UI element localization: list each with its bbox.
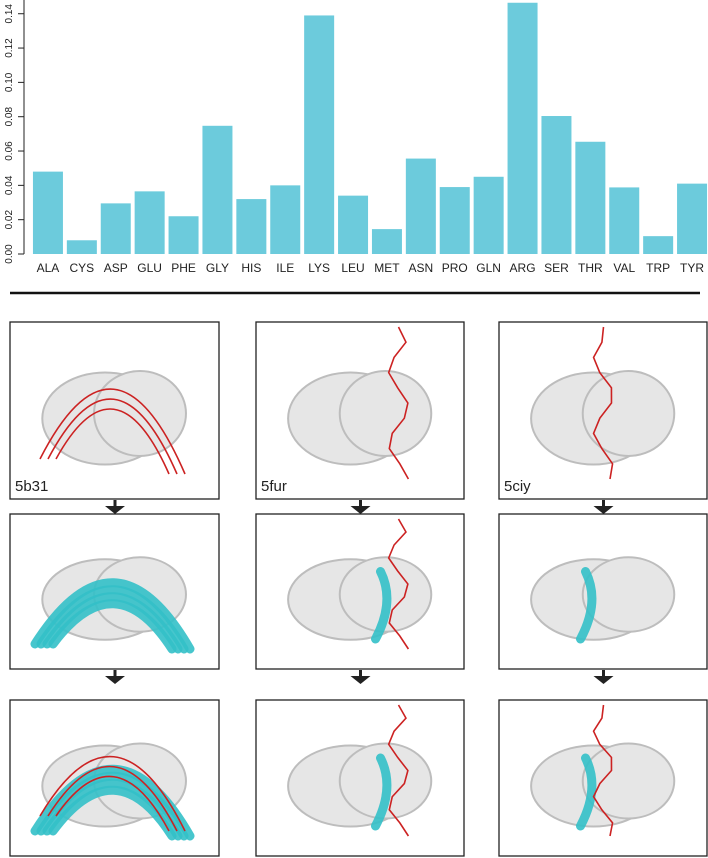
protein-surface [581,742,676,820]
x-tick-label: THR [578,261,603,275]
panel-label: 5fur [261,478,287,495]
structure-panels: 5b31 5fur 5ciy [9,321,708,857]
rna-strand [387,326,410,480]
x-tick-label: MET [374,261,400,275]
y-tick-label: 0.02 [4,210,15,230]
rna-strand [55,775,170,832]
bar [575,141,606,254]
bar [643,236,674,254]
bar [66,240,97,254]
arrow-head [105,506,125,514]
protein-surface [338,370,433,457]
bar [134,191,165,254]
bar [338,195,369,254]
x-tick-label: CYS [70,261,95,275]
bar [473,176,504,254]
y-tick-label: 0.12 [4,38,15,58]
cyan-strand [371,567,392,644]
rna-strand [39,755,186,832]
x-tick-label: VAL [613,261,635,275]
x-tick-label: TRP [646,261,670,275]
rna-strand [47,398,178,475]
x-tick-label: ILE [276,261,294,275]
x-tick-label: LYS [308,261,330,275]
cyan-strand [48,785,177,841]
rna-strand [55,408,170,475]
bar [270,185,301,254]
cyan-strand [36,585,189,654]
rna-strand [39,388,186,475]
y-tick-label: 0.08 [4,107,15,127]
bar [168,216,199,254]
y-tick-label: 0.04 [4,175,15,195]
bar [507,2,538,255]
bar [100,203,131,254]
x-tick-label: GLU [137,261,162,275]
arrow-head [593,506,614,514]
bar [405,158,436,254]
panel-label: 5ciy [504,478,531,495]
bar [541,116,572,255]
bar [439,187,470,254]
rna-strand [387,704,410,837]
protein-surface [581,370,676,457]
bar [304,15,335,254]
x-tick-label: SER [544,261,569,275]
x-tick-label: ALA [37,261,60,275]
rna-strand [387,518,410,650]
cyan-strand [42,778,183,841]
bar [371,229,402,254]
panel-label: 5b31 [15,478,48,495]
y-tick-label: 0.14 [4,4,15,24]
x-tick-label: PRO [442,261,468,275]
rna-strand [592,704,614,837]
bar [609,187,640,254]
y-tick-label: 0.10 [4,72,15,92]
x-tick-label: GLY [206,261,229,275]
y-tick-label: 0.06 [4,141,15,161]
arrow-head [105,676,125,684]
cyan-strand [576,567,597,644]
bar [677,183,708,254]
x-tick-label: ARG [510,261,536,275]
x-tick-label: GLN [476,261,501,275]
rna-strand [47,765,178,832]
arrow-head [350,506,371,514]
x-tick-label: LEU [341,261,364,275]
cyan-strand [576,753,597,831]
y-tick-label: 0.00 [4,244,15,264]
x-tick-label: TYR [680,261,704,275]
bar [236,199,267,254]
bar [32,171,63,254]
rna-strand [592,326,614,480]
x-tick-label: HIS [241,261,261,275]
cyan-strand [48,599,177,654]
cyan-strand [371,753,392,831]
arrow-head [593,676,614,684]
arrow-head [350,676,371,684]
bar [202,125,233,254]
x-tick-label: PHE [171,261,196,275]
x-tick-label: ASN [409,261,434,275]
cyan-strand [42,592,183,654]
protein-surface [581,556,676,633]
cyan-strand [30,578,195,654]
x-tick-label: ASP [104,261,128,275]
